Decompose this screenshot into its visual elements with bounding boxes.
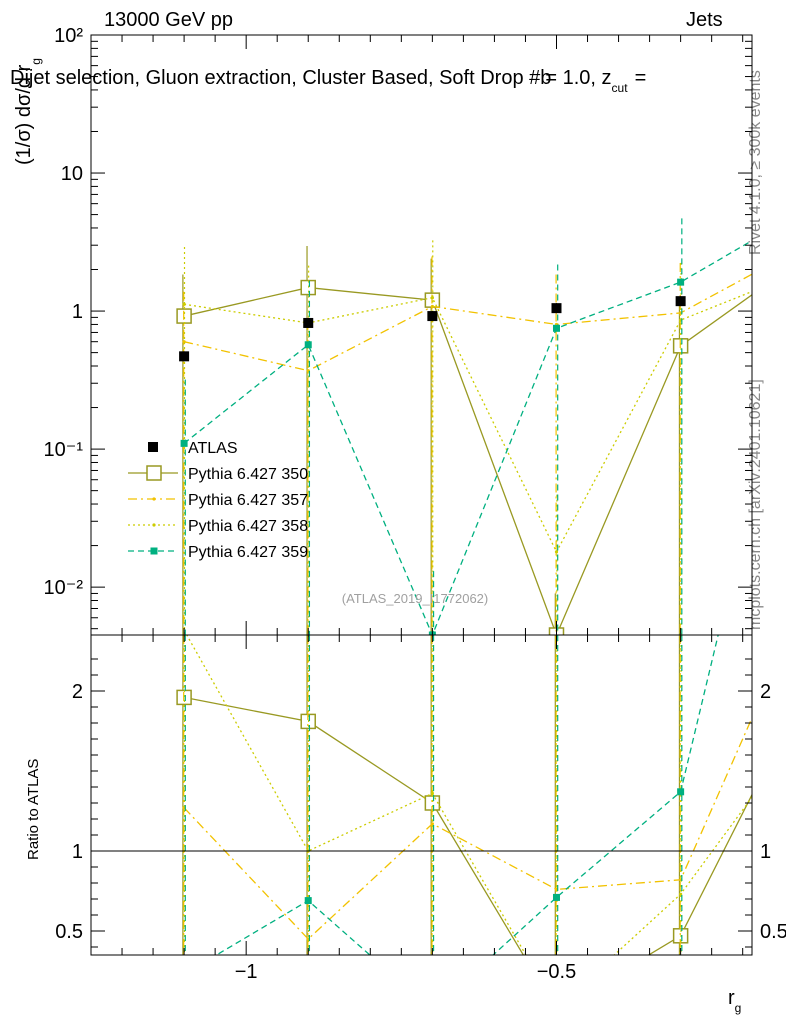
header-right: Jets	[686, 9, 723, 31]
y-tick-label-right: 2	[760, 681, 771, 703]
y-tick-label: 2	[72, 681, 83, 703]
legend-label: Pythia 6.427 359	[188, 544, 308, 561]
x-axis-label-text: r	[728, 987, 735, 1009]
atlas-data-point	[551, 303, 562, 314]
data-point-marker	[770, 224, 777, 231]
data-point-marker	[552, 324, 560, 332]
ratio-point-marker	[552, 893, 560, 901]
subtitle: Dijet selection, Gluon extraction, Clust…	[10, 67, 646, 95]
main-plot-area	[176, 218, 781, 635]
atlas-data-point	[179, 351, 190, 362]
y-tick-label: 10	[61, 163, 83, 185]
legend-marker-atlas	[148, 442, 158, 452]
data-point-marker	[304, 341, 312, 349]
atlas-data-point	[675, 296, 686, 307]
ratio-point-marker	[430, 822, 434, 826]
ratio-ylabel: Ratio to ATLAS	[25, 759, 42, 860]
ratio-plot-area	[176, 400, 781, 1017]
ratio-point-marker	[430, 791, 434, 796]
ratio-point-marker	[181, 971, 188, 978]
legend-label: Pythia 6.427 357	[188, 492, 308, 509]
legend-label-atlas: ATLAS	[188, 440, 238, 457]
subtitle-main: Dijet selection, Gluon extraction, Clust…	[10, 67, 551, 89]
ratio-series-line	[183, 696, 752, 955]
subtitle-end: =	[635, 67, 647, 89]
legend-marker	[152, 497, 156, 501]
ratio-series-line	[186, 635, 752, 955]
series-line	[184, 290, 752, 554]
data-point-marker	[767, 272, 781, 286]
series-line	[183, 239, 752, 635]
data-point-marker	[772, 281, 775, 284]
data-point-marker	[430, 296, 434, 300]
ratio-point-marker	[770, 400, 777, 407]
ratio-point-marker	[304, 897, 312, 905]
ratio-panel: −1 −0.5 0.5 0.5 1 1 2 2	[55, 400, 786, 1017]
atlas-data-point	[769, 303, 779, 313]
ratio-point-marker	[767, 745, 781, 759]
main-ylabel-text: (1/σ) dσ/d r	[13, 64, 35, 165]
main-panel: 10⁻² 10⁻¹ 1 10 10²	[44, 25, 781, 635]
data-point-marker	[182, 302, 186, 306]
data-point-marker	[772, 261, 775, 264]
y-tick-label: 10⁻²	[44, 577, 84, 599]
subtitle-tail: = 1.0, z	[545, 67, 611, 89]
subtitle-tail-sub: cut	[612, 81, 629, 95]
watermark: (ATLAS_2019_I1772062)	[342, 591, 488, 606]
ratio-frame	[90, 634, 753, 956]
y-tick-label: 10²	[54, 25, 83, 47]
legend-marker	[152, 523, 156, 527]
y-tick-label-right: 1	[760, 841, 771, 863]
y-tick-label-right: 0.5	[760, 921, 786, 943]
y-tick-label: 1	[72, 841, 83, 863]
ratio-series-line	[183, 716, 752, 940]
ratio-point-marker	[772, 766, 775, 769]
y-tick-label: 10⁻¹	[44, 439, 84, 461]
x-axis-label: rg	[728, 987, 741, 1015]
series-line	[183, 273, 752, 372]
ratio-point-marker	[677, 788, 685, 796]
ratio-point-marker	[549, 1003, 563, 1017]
legend-marker	[146, 465, 162, 481]
x-tick-label: −0.5	[537, 961, 576, 983]
legend-label: Pythia 6.427 350	[188, 466, 308, 483]
data-point-marker	[180, 439, 188, 447]
x-axis-label-sub: g	[735, 1001, 742, 1015]
y-tick-label: 0.5	[55, 921, 83, 943]
x-tick-label: −1	[235, 961, 258, 983]
main-ylabel-sub: g	[29, 58, 43, 65]
legend-marker	[150, 547, 158, 555]
atlas-data-point	[427, 311, 438, 322]
ratio-point-marker	[772, 667, 775, 670]
data-point-marker	[677, 278, 685, 286]
header-left: 13000 GeV pp	[104, 9, 233, 31]
series-line	[183, 286, 752, 635]
data-point-marker	[554, 550, 559, 554]
legend-label: Pythia 6.427 358	[188, 518, 308, 535]
legend: ATLAS Pythia 6.427 350 Pythia 6.427 357 Pyt…	[128, 440, 308, 561]
atlas-data-point	[303, 317, 314, 328]
y-tick-label: 1	[72, 301, 83, 323]
ratio-point-marker	[555, 1006, 558, 1009]
ratio-point-marker	[429, 1007, 436, 1014]
main-ylabel: (1/σ) dσ/d rg	[13, 58, 43, 165]
